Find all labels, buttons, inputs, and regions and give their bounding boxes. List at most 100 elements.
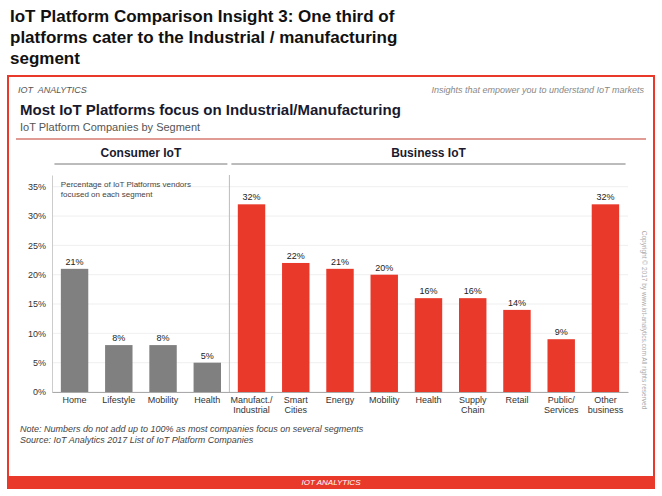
x-tick-label-line: Other — [594, 395, 617, 405]
x-tick-label-line: Manufact./ — [231, 395, 274, 405]
x-tick-label: Lifestyle — [102, 395, 135, 405]
x-tick-label: SupplyChain — [459, 395, 487, 415]
x-tick: Lifestyle — [102, 392, 135, 405]
y-tick-label: 25% — [28, 241, 46, 251]
x-tick-label-line: Mobility — [369, 395, 400, 405]
y-tick: 30% — [28, 211, 52, 221]
x-tick-label: Mobility — [369, 395, 400, 405]
x-tick-label-line: Mobility — [148, 395, 179, 405]
y-tick: 10% — [28, 329, 52, 339]
x-tick-label: SmartCities — [284, 395, 309, 415]
inner-box — [8, 76, 654, 488]
data-label: 21% — [331, 257, 349, 267]
x-axis: Home Lifestyle Mobility Health Manufact./Ind… — [53, 392, 629, 415]
outer-title-line: IoT Platform Comparison Insight 3: One t… — [10, 7, 395, 26]
group-label: Consumer IoT — [101, 146, 182, 160]
x-tick-label-line: business — [588, 405, 624, 415]
group-underline — [54, 164, 227, 165]
chart: IoT Platform Comparison Insight 3: One t… — [0, 0, 662, 496]
x-tick-label: Retail — [505, 395, 528, 405]
data-label: 5% — [201, 351, 214, 361]
x-tick-label-line: Retail — [505, 395, 528, 405]
data-label: 8% — [157, 333, 170, 343]
x-tick-label-line: Supply — [459, 395, 487, 405]
y-tick: 15% — [28, 299, 52, 309]
x-tick: Home — [63, 392, 87, 405]
y-tick-label: 10% — [28, 329, 46, 339]
x-tick-label-line: Industrial — [233, 405, 270, 415]
data-label: 9% — [555, 327, 568, 337]
x-tick-label: Otherbusiness — [588, 395, 624, 415]
bar — [238, 204, 265, 392]
x-tick: Mobility — [148, 392, 179, 405]
x-tick-label-line: Home — [63, 395, 87, 405]
bar — [326, 269, 353, 392]
outer-title-line: platforms cater to the Industrial / manu… — [10, 28, 397, 47]
y-tick: 25% — [28, 241, 52, 251]
bar — [282, 263, 309, 392]
note-line: Note: Numbers do not add up to 100% as m… — [20, 424, 364, 434]
y-tick: 20% — [28, 270, 52, 280]
data-label: 20% — [375, 263, 393, 273]
bar — [105, 345, 132, 392]
axis-line — [53, 392, 629, 393]
y-tick-label: 30% — [28, 211, 46, 221]
x-tick-label: Public/Services — [544, 395, 579, 415]
bar — [503, 310, 530, 392]
y-tick-label: 20% — [28, 270, 46, 280]
bar — [194, 363, 221, 392]
x-tick-label-line: Lifestyle — [102, 395, 135, 405]
data-label: 14% — [508, 298, 526, 308]
x-tick: Health — [415, 392, 441, 405]
y-label-line: Percentage of IoT Platforms vendors — [61, 180, 191, 189]
axis-line — [52, 176, 53, 393]
bar — [547, 339, 574, 392]
x-tick-label-line: Chain — [461, 405, 485, 415]
x-tick-label: Energy — [326, 395, 355, 405]
footer-text: IOT ANALYTICS — [302, 478, 362, 487]
note-line: Source: IoT Analytics 2017 List of IoT P… — [20, 435, 254, 445]
bar — [371, 275, 398, 392]
y-tick: 0% — [33, 387, 52, 397]
grid — [52, 187, 628, 392]
data-label: 16% — [419, 286, 437, 296]
x-tick-label-line: Energy — [326, 395, 355, 405]
grid-line — [52, 216, 628, 217]
x-tick: Manufact./Industrial — [231, 392, 274, 415]
note: Note: Numbers do not add up to 100% as m… — [20, 424, 364, 445]
groups: Consumer IoTBusiness IoT — [54, 146, 625, 392]
x-tick: SupplyChain — [459, 392, 487, 415]
chart-title: Most IoT Platforms focus on Industrial/M… — [20, 101, 401, 118]
x-tick: Mobility — [369, 392, 400, 405]
x-tick-label-line: Health — [415, 395, 441, 405]
group-divider — [229, 175, 230, 392]
footer-bar — [8, 476, 654, 488]
y-label-line: focused on each segment — [61, 190, 153, 199]
data-label: 32% — [243, 192, 261, 202]
x-tick-label-line: Cities — [285, 405, 308, 415]
bar — [459, 298, 486, 392]
data-label: 32% — [596, 192, 614, 202]
tagline: Insights that empower you to understand … — [431, 85, 644, 95]
logo-text: IOT ANALYTICS — [18, 85, 87, 95]
x-tick-label: Manufact./Industrial — [231, 395, 274, 415]
x-tick-label-line: Smart — [284, 395, 309, 405]
y-tick-label: 0% — [33, 387, 46, 397]
x-tick-label: Home — [63, 395, 87, 405]
x-tick-label-line: Services — [544, 405, 579, 415]
grid-line — [52, 245, 628, 246]
outer-title-line: segment — [10, 49, 80, 68]
x-tick: Retail — [505, 392, 528, 405]
x-tick-label-line: Public/ — [548, 395, 576, 405]
data-label: 8% — [112, 333, 125, 343]
copyright: Copyright © 2017 by www.iot-analytics.co… — [640, 231, 648, 410]
data-label: 16% — [464, 286, 482, 296]
x-tick-label: Mobility — [148, 395, 179, 405]
bar — [592, 204, 619, 392]
x-tick: SmartCities — [284, 392, 309, 415]
separator — [16, 138, 646, 139]
bar — [415, 298, 442, 392]
x-tick-label-line: Health — [194, 395, 220, 405]
x-tick: Otherbusiness — [588, 392, 624, 415]
data-label: 21% — [66, 257, 84, 267]
